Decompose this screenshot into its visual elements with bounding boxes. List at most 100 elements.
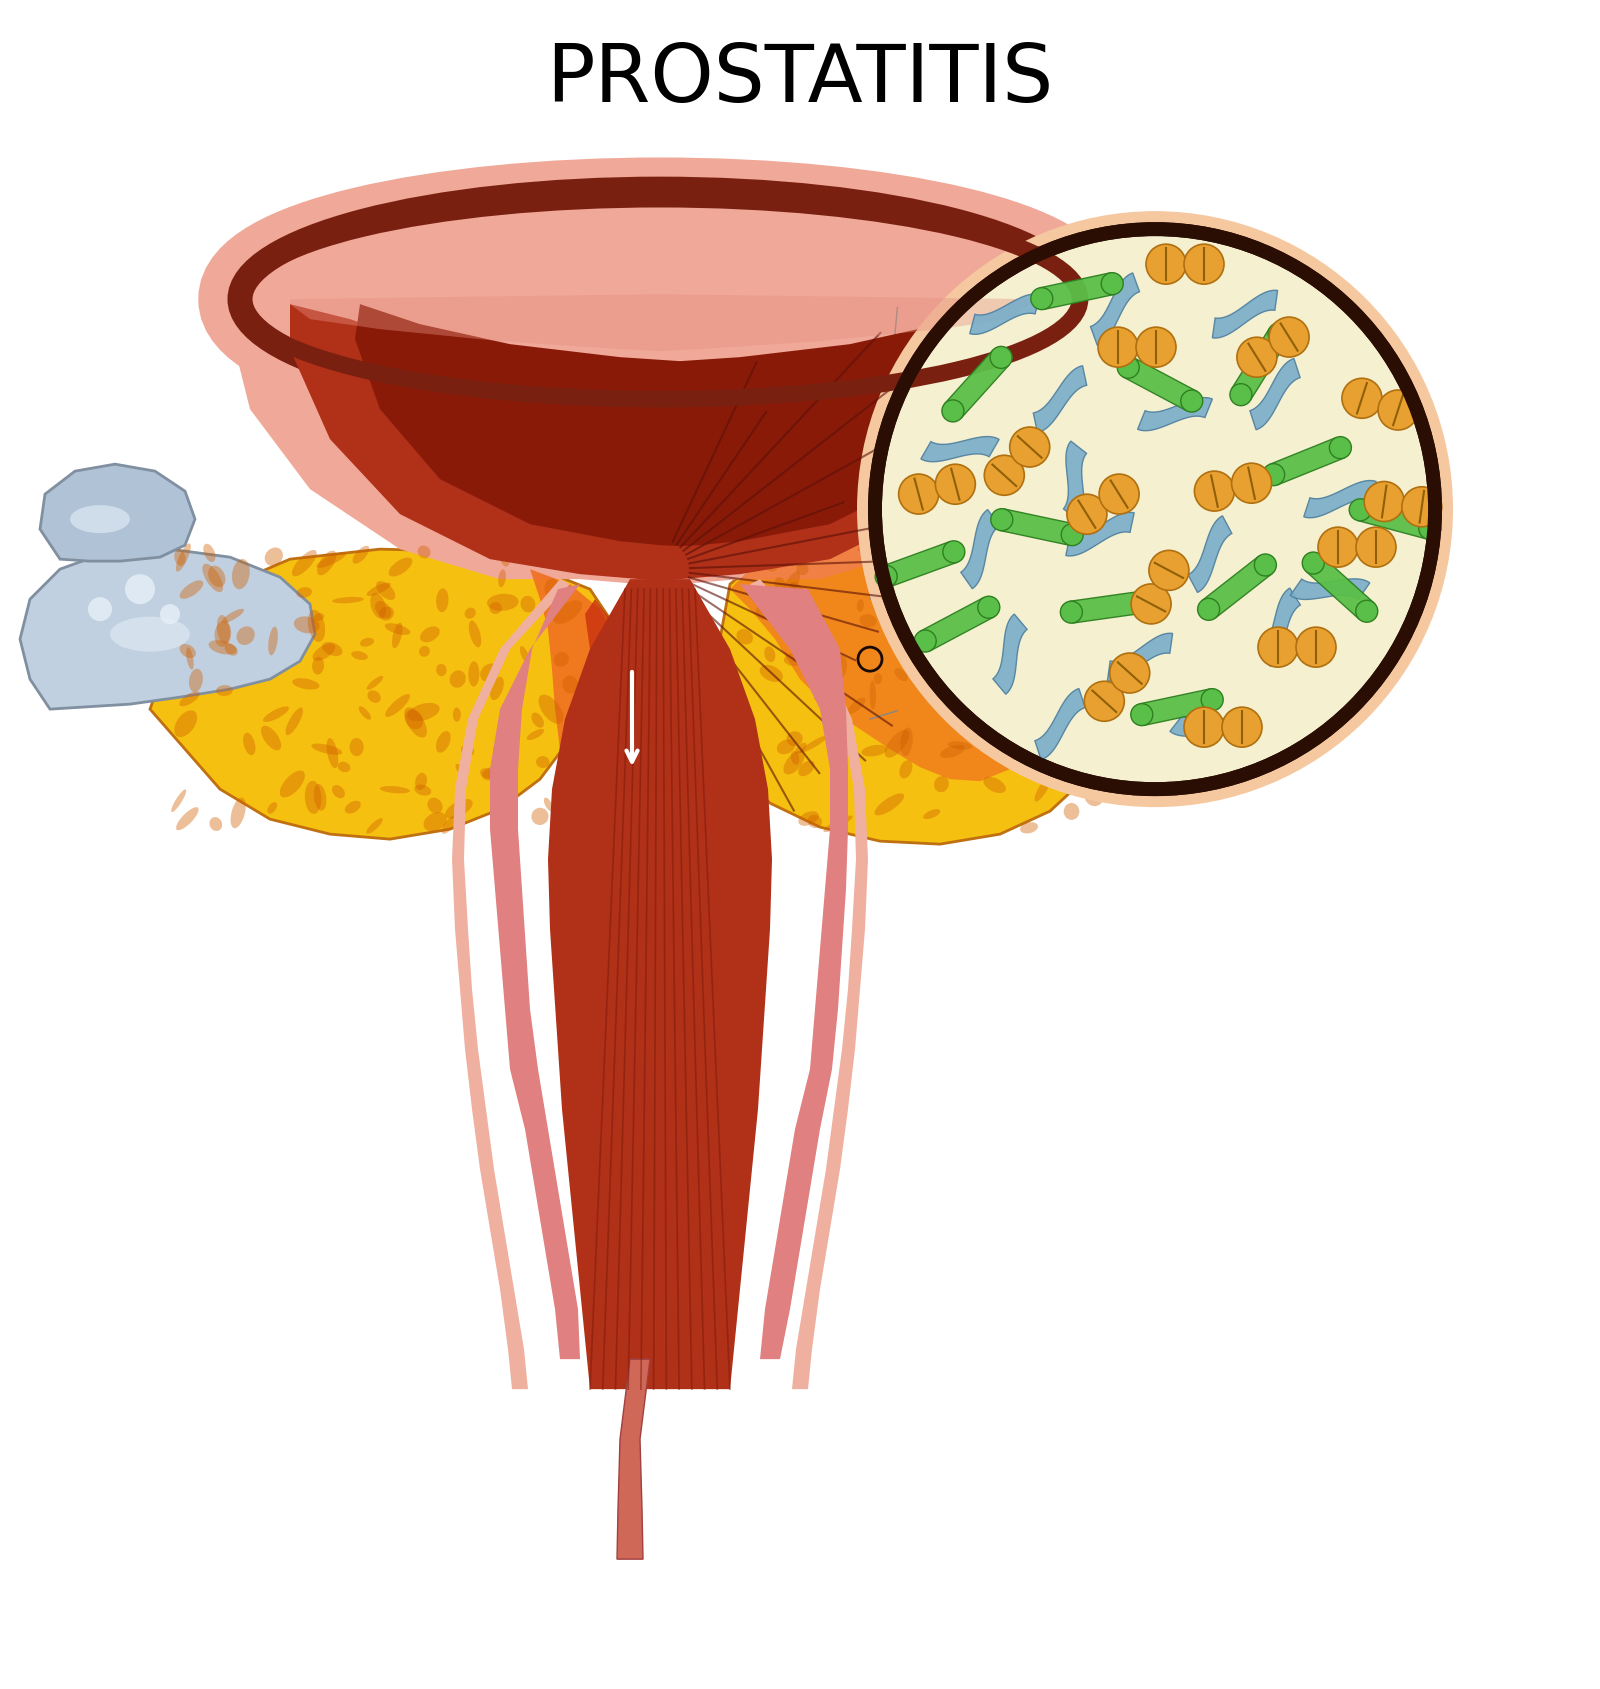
Ellipse shape — [208, 640, 237, 655]
Ellipse shape — [990, 568, 1010, 595]
Ellipse shape — [1010, 691, 1029, 706]
Circle shape — [1349, 500, 1371, 522]
Circle shape — [1330, 437, 1352, 459]
Ellipse shape — [774, 578, 786, 591]
Circle shape — [1117, 356, 1139, 378]
Ellipse shape — [798, 762, 814, 777]
Ellipse shape — [736, 630, 754, 645]
Ellipse shape — [894, 669, 907, 682]
Ellipse shape — [554, 601, 582, 625]
Circle shape — [125, 574, 155, 605]
Ellipse shape — [280, 772, 306, 797]
Polygon shape — [1000, 510, 1075, 546]
Ellipse shape — [984, 777, 1006, 794]
Ellipse shape — [174, 711, 197, 738]
Ellipse shape — [216, 686, 234, 696]
Ellipse shape — [544, 799, 554, 812]
Ellipse shape — [526, 730, 544, 740]
Ellipse shape — [294, 616, 320, 633]
Ellipse shape — [379, 606, 394, 622]
Polygon shape — [1202, 557, 1272, 618]
Circle shape — [1061, 601, 1082, 623]
Ellipse shape — [424, 812, 446, 831]
Ellipse shape — [746, 588, 763, 608]
Circle shape — [1262, 464, 1285, 486]
Ellipse shape — [331, 785, 346, 799]
Ellipse shape — [414, 774, 427, 790]
Ellipse shape — [306, 782, 322, 814]
Ellipse shape — [312, 644, 336, 662]
Ellipse shape — [296, 588, 312, 598]
Ellipse shape — [366, 676, 384, 691]
Ellipse shape — [480, 664, 499, 682]
Ellipse shape — [1035, 777, 1051, 802]
Polygon shape — [1107, 633, 1173, 682]
Ellipse shape — [874, 674, 882, 684]
Ellipse shape — [923, 809, 941, 819]
Ellipse shape — [456, 765, 466, 775]
Ellipse shape — [1046, 650, 1074, 665]
Ellipse shape — [176, 807, 198, 831]
Ellipse shape — [965, 552, 994, 562]
Ellipse shape — [830, 657, 846, 682]
Ellipse shape — [1072, 770, 1083, 784]
Ellipse shape — [189, 669, 203, 692]
Ellipse shape — [376, 581, 395, 601]
Ellipse shape — [186, 649, 194, 671]
Ellipse shape — [1070, 573, 1078, 606]
Ellipse shape — [171, 790, 186, 812]
Circle shape — [1296, 628, 1336, 667]
Ellipse shape — [1085, 787, 1102, 807]
Polygon shape — [994, 615, 1027, 694]
Ellipse shape — [269, 627, 278, 655]
Ellipse shape — [322, 642, 342, 657]
Circle shape — [1342, 378, 1382, 419]
Ellipse shape — [760, 665, 782, 682]
Ellipse shape — [480, 768, 496, 779]
Ellipse shape — [531, 713, 544, 728]
Ellipse shape — [405, 708, 427, 738]
Ellipse shape — [1045, 704, 1067, 728]
Circle shape — [942, 400, 963, 422]
Polygon shape — [1035, 689, 1085, 760]
Polygon shape — [530, 569, 614, 770]
Ellipse shape — [1054, 586, 1069, 600]
Ellipse shape — [824, 816, 853, 833]
Ellipse shape — [550, 584, 565, 600]
Ellipse shape — [1018, 638, 1035, 662]
Circle shape — [1365, 483, 1405, 522]
Ellipse shape — [70, 505, 130, 534]
Ellipse shape — [358, 708, 371, 720]
Circle shape — [1258, 628, 1298, 667]
Ellipse shape — [232, 559, 250, 589]
Circle shape — [1149, 551, 1189, 591]
Circle shape — [1237, 338, 1277, 378]
Ellipse shape — [214, 622, 230, 647]
Circle shape — [875, 566, 898, 588]
Circle shape — [1067, 495, 1107, 535]
Ellipse shape — [987, 562, 1006, 579]
Polygon shape — [1070, 591, 1144, 623]
Polygon shape — [1170, 716, 1250, 740]
Polygon shape — [1064, 443, 1086, 522]
Ellipse shape — [901, 728, 912, 757]
Ellipse shape — [490, 677, 504, 701]
Polygon shape — [1213, 291, 1278, 339]
Ellipse shape — [819, 630, 827, 640]
Ellipse shape — [1090, 723, 1104, 750]
Ellipse shape — [848, 698, 866, 714]
Ellipse shape — [437, 664, 446, 677]
Circle shape — [1010, 427, 1050, 468]
Circle shape — [1318, 529, 1358, 568]
Circle shape — [160, 605, 179, 625]
Ellipse shape — [790, 752, 800, 765]
Circle shape — [1181, 390, 1203, 412]
Circle shape — [1357, 529, 1395, 568]
Circle shape — [1184, 708, 1224, 748]
Ellipse shape — [389, 559, 413, 578]
Ellipse shape — [778, 740, 795, 755]
Ellipse shape — [1062, 721, 1080, 736]
Ellipse shape — [240, 191, 1080, 410]
Polygon shape — [40, 464, 195, 562]
Ellipse shape — [224, 644, 238, 657]
